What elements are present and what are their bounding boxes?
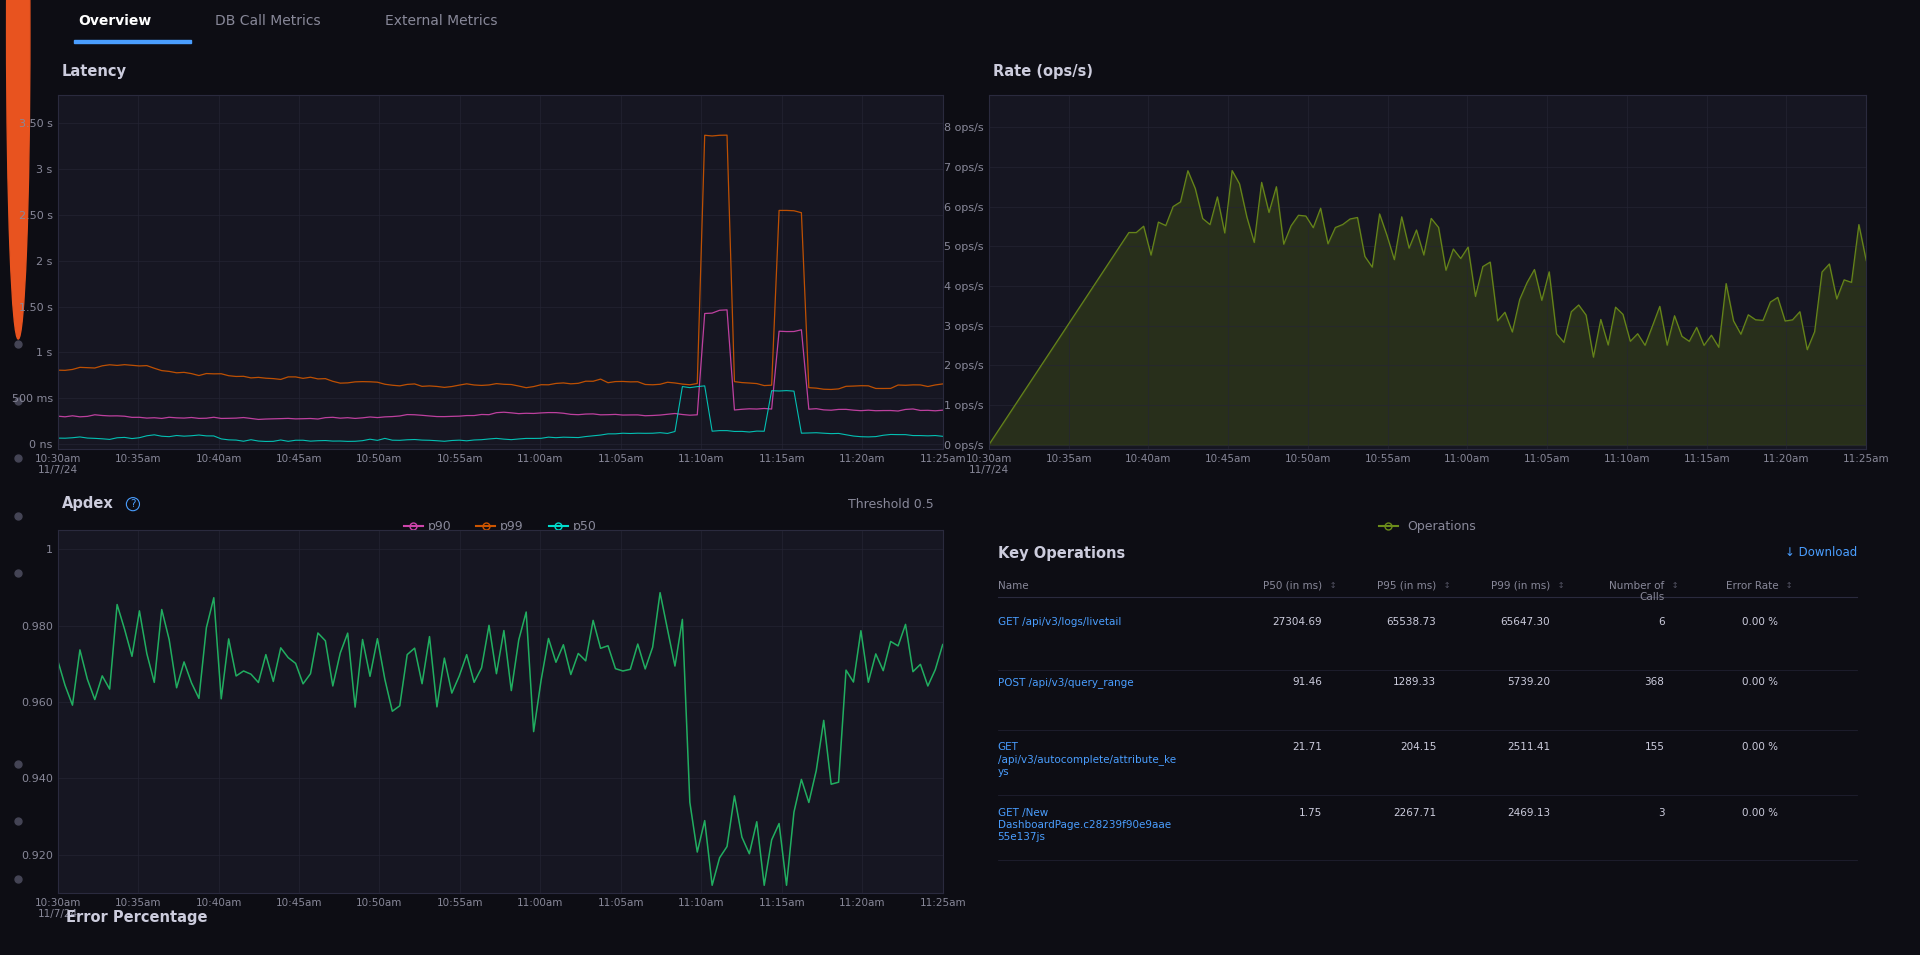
Text: 2511.41: 2511.41 bbox=[1507, 742, 1549, 753]
Text: Rate (ops/s): Rate (ops/s) bbox=[993, 64, 1092, 79]
Text: Overview: Overview bbox=[79, 13, 152, 28]
Text: 204.15: 204.15 bbox=[1400, 742, 1436, 753]
Text: 5739.20: 5739.20 bbox=[1507, 677, 1549, 687]
Text: 65538.73: 65538.73 bbox=[1386, 617, 1436, 627]
Text: ↕: ↕ bbox=[1668, 581, 1678, 590]
Text: P99 (in ms): P99 (in ms) bbox=[1492, 581, 1549, 591]
Text: P50 (in ms): P50 (in ms) bbox=[1263, 581, 1323, 591]
Text: 0.00 %: 0.00 % bbox=[1743, 617, 1778, 627]
Text: ↕: ↕ bbox=[1440, 581, 1450, 590]
Text: Key Operations: Key Operations bbox=[998, 546, 1125, 562]
Text: ?: ? bbox=[131, 499, 136, 509]
Text: External Metrics: External Metrics bbox=[384, 13, 497, 28]
Text: Number of
Calls: Number of Calls bbox=[1609, 581, 1665, 603]
Text: GET /New
DashboardPage.c28239f90e9aae
55e137js: GET /New DashboardPage.c28239f90e9aae 55… bbox=[998, 808, 1171, 841]
Text: 155: 155 bbox=[1645, 742, 1665, 753]
Text: ↓ Download: ↓ Download bbox=[1786, 546, 1857, 560]
Text: 1289.33: 1289.33 bbox=[1394, 677, 1436, 687]
Text: Latency: Latency bbox=[61, 64, 127, 79]
Legend: Operations: Operations bbox=[1375, 515, 1480, 538]
Text: Error Rate: Error Rate bbox=[1726, 581, 1778, 591]
Text: 2469.13: 2469.13 bbox=[1507, 808, 1549, 817]
Bar bbox=[75, 40, 190, 43]
Text: Apdex: Apdex bbox=[61, 497, 113, 511]
Text: 65647.30: 65647.30 bbox=[1501, 617, 1549, 627]
Text: P95 (in ms): P95 (in ms) bbox=[1377, 581, 1436, 591]
Text: 27304.69: 27304.69 bbox=[1273, 617, 1323, 627]
Text: DB Call Metrics: DB Call Metrics bbox=[215, 13, 321, 28]
Text: Name: Name bbox=[998, 581, 1029, 591]
Text: 368: 368 bbox=[1645, 677, 1665, 687]
Text: ↕: ↕ bbox=[1327, 581, 1336, 590]
Text: 3: 3 bbox=[1657, 808, 1665, 817]
Text: 1.75: 1.75 bbox=[1300, 808, 1323, 817]
Text: Error Percentage: Error Percentage bbox=[67, 909, 207, 924]
Text: 0.00 %: 0.00 % bbox=[1743, 808, 1778, 817]
Text: ↕: ↕ bbox=[1555, 581, 1565, 590]
Text: Threshold 0.5: Threshold 0.5 bbox=[849, 499, 933, 511]
Text: 21.71: 21.71 bbox=[1292, 742, 1323, 753]
Circle shape bbox=[6, 0, 31, 339]
Text: 2267.71: 2267.71 bbox=[1394, 808, 1436, 817]
Text: 91.46: 91.46 bbox=[1292, 677, 1323, 687]
Text: ↕: ↕ bbox=[1784, 581, 1793, 590]
Text: 0.00 %: 0.00 % bbox=[1743, 677, 1778, 687]
Text: GET /api/v3/logs/livetail: GET /api/v3/logs/livetail bbox=[998, 617, 1121, 627]
Text: 6: 6 bbox=[1657, 617, 1665, 627]
Legend: p90, p99, p50: p90, p99, p50 bbox=[399, 515, 601, 538]
Text: 0.00 %: 0.00 % bbox=[1743, 742, 1778, 753]
Text: GET
/api/v3/autocomplete/attribute_ke
ys: GET /api/v3/autocomplete/attribute_ke ys bbox=[998, 742, 1175, 777]
Text: POST /api/v3/query_range: POST /api/v3/query_range bbox=[998, 677, 1133, 688]
